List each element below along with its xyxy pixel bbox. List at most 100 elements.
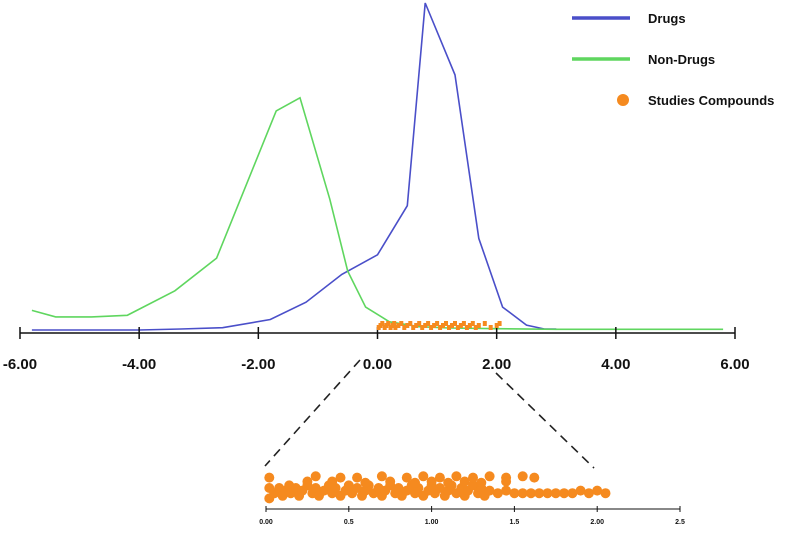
main-x-ticks: -6.00 -4.00 -2.00 0.00 2.00 4.00 6.00	[3, 327, 750, 373]
inset-point	[559, 488, 570, 499]
studies-compound-point	[482, 321, 487, 326]
legend-label-drugs: Drugs	[648, 11, 686, 26]
inset-plot: 0.00 0.5 1.00 1.5 2.00 2.5	[259, 471, 685, 526]
inset-point	[376, 471, 387, 482]
inset-tick-label: 2.5	[675, 519, 685, 526]
main-series-group	[31, 2, 724, 331]
studies-compound-point	[444, 321, 448, 326]
inset-point	[517, 488, 528, 499]
inset-point	[434, 472, 445, 483]
inset-point	[310, 483, 321, 493]
inset-point	[484, 471, 495, 482]
inset-point	[327, 476, 338, 487]
studies-compound-point	[392, 321, 397, 326]
inset-point	[310, 471, 321, 482]
inset-point	[575, 485, 586, 496]
studies-compound-point	[461, 321, 466, 326]
studies-compound-point	[470, 321, 475, 326]
inset-point	[343, 480, 354, 491]
studies-compound-point	[488, 325, 493, 330]
studies-compound-point	[464, 325, 469, 330]
inset-tick-label: 0.5	[344, 519, 354, 526]
series-line-drugs	[31, 2, 557, 331]
inset-point	[468, 480, 478, 491]
zoom-connector-right	[495, 372, 595, 469]
inset-point	[542, 488, 553, 499]
inset-point	[443, 477, 454, 488]
studies-compound-point	[426, 321, 431, 326]
studies-compound-point	[432, 323, 437, 328]
studies-compound-point	[402, 325, 407, 330]
studies-compound-point	[393, 325, 398, 330]
inset-point	[352, 483, 363, 493]
inset-point	[352, 472, 363, 483]
studies-compound-point	[396, 323, 401, 328]
main-tick-label: -4.00	[122, 356, 156, 373]
studies-compound-point	[458, 323, 463, 328]
studies-compound-point	[411, 325, 416, 330]
studies-compound-point	[429, 325, 434, 330]
inset-point	[418, 471, 429, 482]
inset-x-ticks: 0.00 0.5 1.00 1.5 2.00 2.5	[259, 506, 685, 526]
main-tick-label: -6.00	[3, 356, 37, 373]
inset-point	[385, 476, 396, 487]
studies-compound-point	[423, 323, 428, 328]
inset-point	[264, 472, 275, 483]
main-tick-label: 0.00	[363, 356, 392, 373]
inset-point	[501, 485, 512, 496]
inset-point	[451, 471, 462, 482]
inset-point	[501, 476, 512, 487]
inset-point	[509, 488, 520, 499]
inset-tick-label: 2.00	[590, 519, 604, 526]
inset-point	[600, 488, 611, 499]
studies-compound-point	[417, 321, 422, 326]
studies-compound-point	[386, 321, 391, 326]
studies-compound-point	[450, 323, 454, 328]
inset-point	[468, 472, 478, 483]
main-tick-label: 2.00	[482, 356, 511, 373]
inset-point	[393, 483, 404, 493]
inset-point	[529, 472, 540, 483]
studies-compound-point	[420, 325, 425, 330]
zoom-connector-left	[264, 359, 361, 467]
inset-point	[534, 488, 545, 499]
studies-compound-point	[453, 321, 457, 326]
inset-point	[492, 488, 503, 499]
inset-point	[567, 488, 578, 499]
studies-compound-point	[438, 325, 443, 330]
studies-compounds-strip	[376, 321, 502, 330]
main-tick-label: -2.00	[241, 356, 275, 373]
inset-tick-label: 1.5	[510, 519, 520, 526]
series-line-non-drugs	[31, 96, 724, 331]
studies-compound-point	[447, 325, 451, 330]
main-plot: -6.00 -4.00 -2.00 0.00 2.00 4.00 6.00	[3, 2, 750, 373]
inset-points	[264, 471, 611, 504]
legend: Drugs Non-Drugs Studies Compounds	[572, 11, 774, 108]
inset-point	[426, 476, 437, 487]
inset-point	[401, 472, 412, 483]
inset-point	[335, 472, 346, 483]
inset-point	[476, 477, 487, 488]
inset-point	[302, 476, 313, 487]
studies-compound-point	[414, 323, 419, 328]
inset-point	[459, 476, 470, 487]
legend-label-studies-compounds: Studies Compounds	[648, 93, 774, 108]
studies-compound-point	[497, 321, 502, 326]
studies-compound-point	[494, 323, 499, 328]
legend-label-non-drugs: Non-Drugs	[648, 52, 715, 67]
inset-point	[550, 488, 561, 499]
studies-compound-point	[408, 321, 413, 326]
inset-tick-label: 0.00	[259, 519, 273, 526]
inset-tick-label: 1.00	[425, 519, 439, 526]
studies-compound-point	[473, 325, 478, 330]
studies-compound-point	[399, 321, 404, 326]
inset-point	[434, 483, 445, 493]
inset-point	[592, 485, 603, 496]
inset-point	[360, 477, 371, 488]
studies-compound-point	[455, 325, 460, 330]
inset-point	[484, 485, 495, 496]
inset-point	[410, 477, 420, 488]
inset-point	[526, 488, 536, 499]
studies-compound-point	[476, 323, 481, 328]
